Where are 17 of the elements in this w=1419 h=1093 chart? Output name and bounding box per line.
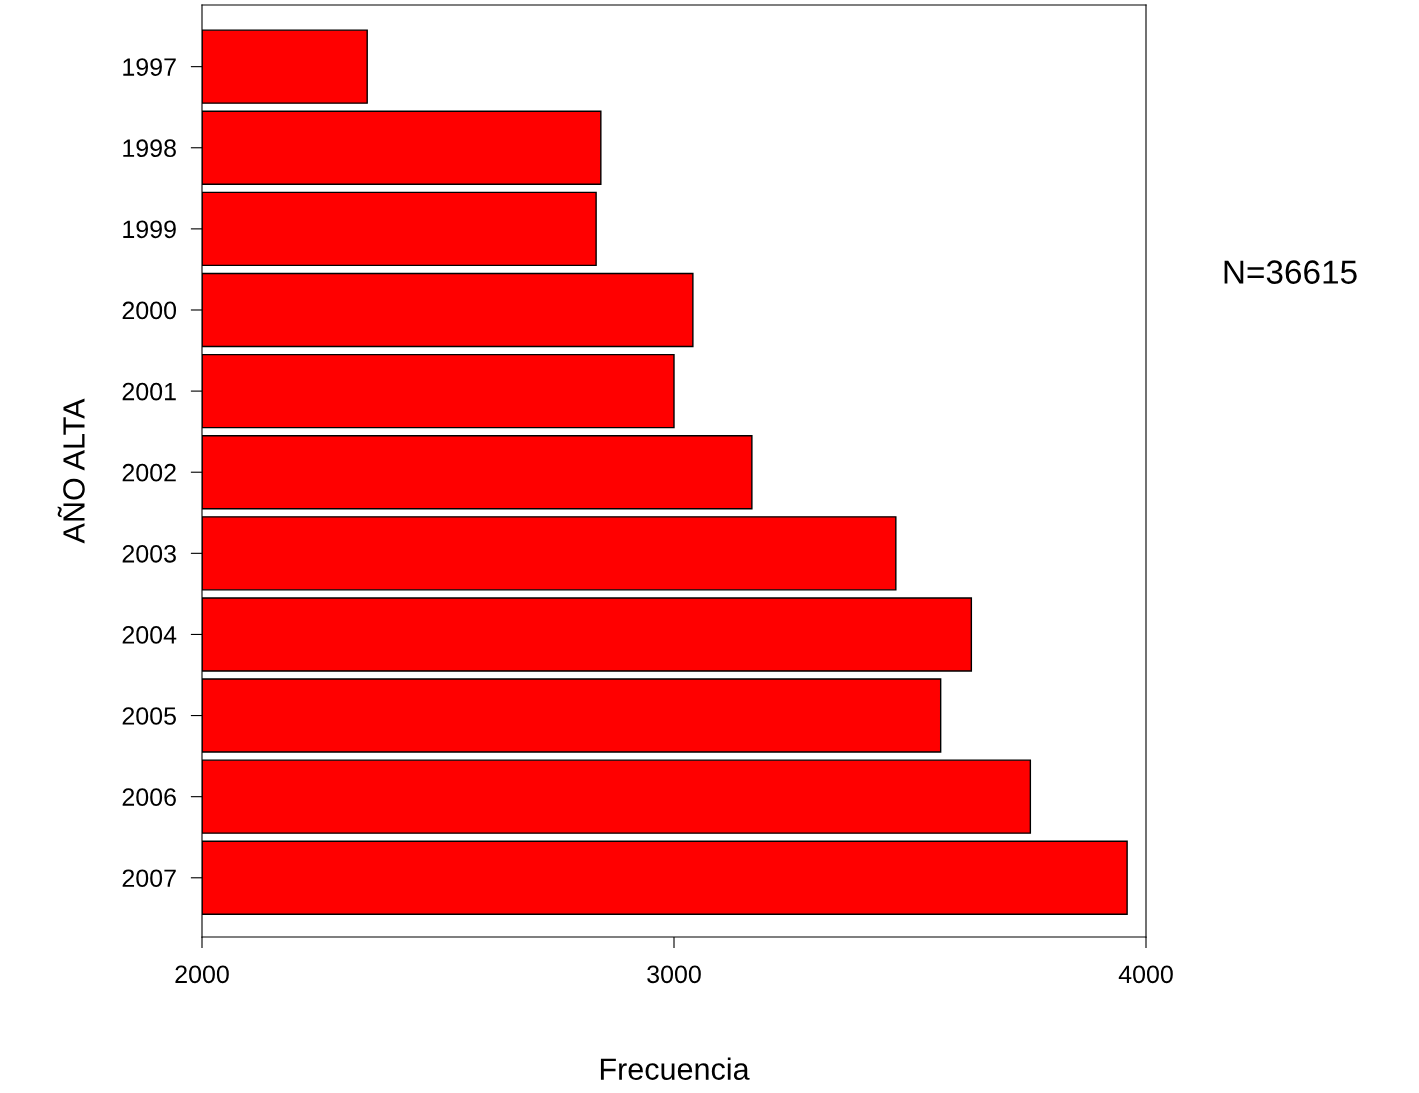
x-tick-label: 3000 [647, 965, 701, 984]
y-tick-label: 2003 [122, 544, 176, 563]
y-axis-title: AÑO ALTA [57, 398, 85, 544]
y-tick-label: 2001 [122, 382, 176, 401]
y-tick-label: 1997 [123, 58, 176, 76]
y-tick-label: 2005 [122, 707, 176, 725]
y-tick-label: 2000 [122, 301, 177, 320]
y-tick-label: 2006 [122, 788, 176, 806]
text: N=36615 [1224, 260, 1357, 284]
x-tick-label: 2000 [175, 965, 229, 984]
y-tick-label: 2004 [122, 626, 177, 644]
y-tick-label: 1998 [123, 139, 176, 158]
y-tick-label: 2002 [122, 463, 176, 482]
y-tick-label: 2007 [122, 869, 176, 888]
x-axis-title: Frecuencia [600, 1057, 750, 1080]
y-tick-label: 1999 [123, 220, 176, 239]
x-tick-label: 4000 [1118, 965, 1173, 984]
